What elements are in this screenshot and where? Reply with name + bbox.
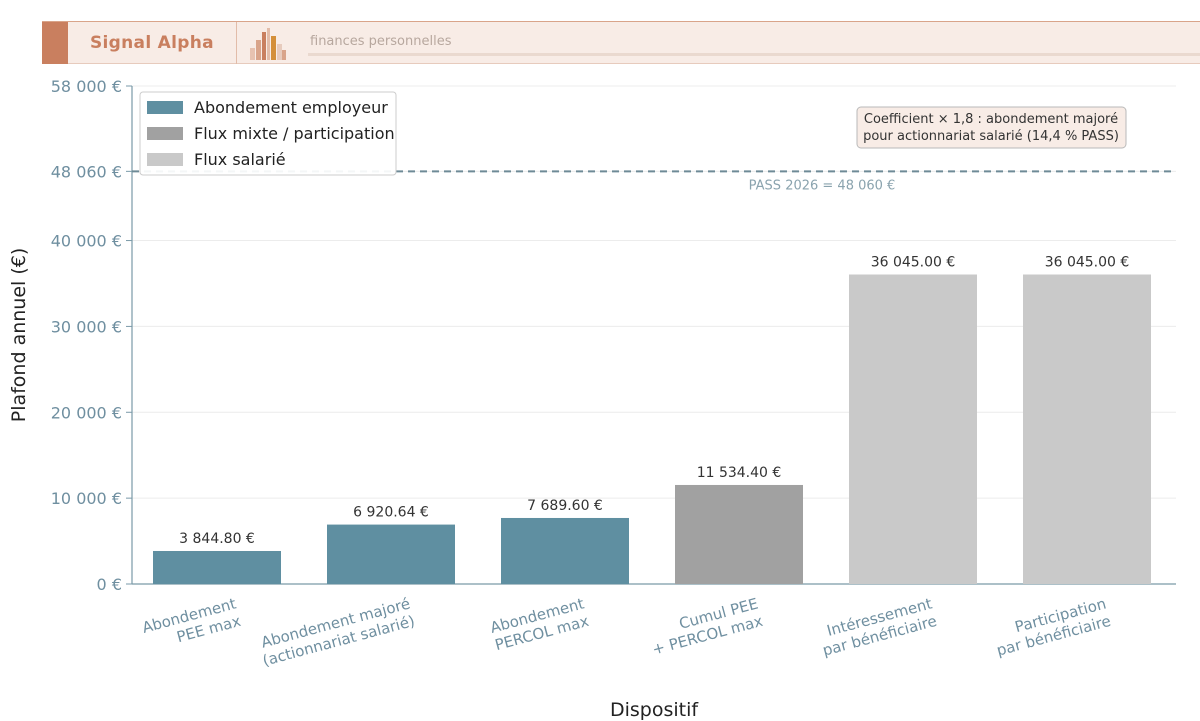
- bar: [153, 550, 281, 584]
- x-tick-label: Intéressementpar bénéficiaire: [816, 594, 939, 659]
- x-tick-label: Cumul PEE+ PERCOL max: [646, 594, 765, 658]
- header-separator: [236, 22, 237, 64]
- y-tick-label: 10 000 €: [51, 489, 122, 508]
- tagline-underline: [308, 53, 1200, 56]
- legend-swatch: [147, 101, 183, 114]
- pass-reference-label: PASS 2026 = 48 060 €: [749, 178, 896, 193]
- y-tick-label: 58 000 €: [51, 77, 122, 96]
- header-accent-block: [42, 22, 68, 64]
- y-tick-label: 0 €: [97, 575, 122, 594]
- annotation-text: pour actionnariat salarié (14,4 % PASS): [863, 129, 1119, 144]
- header-tagline: finances personnelles: [310, 34, 452, 49]
- city-logo-icon: [250, 28, 286, 60]
- y-axis-title: Plafond annuel (€): [8, 248, 30, 423]
- y-tick-label: 30 000 €: [51, 317, 122, 336]
- bar: [501, 517, 629, 584]
- x-tick-label: Abondement majoré(actionnariat salarié): [256, 594, 417, 669]
- brand-name: Signal Alpha: [90, 33, 214, 53]
- bar: [675, 484, 803, 584]
- legend-swatch: [147, 127, 183, 140]
- x-axis-title: Dispositif: [610, 699, 699, 721]
- bar: [849, 274, 977, 584]
- x-tick-label: Participationpar bénéficiaire: [990, 594, 1113, 659]
- legend-label: Flux salarié: [194, 150, 286, 169]
- y-tick-label: 48 060 €: [51, 162, 122, 181]
- x-tick-label: AbondementPEE max: [140, 594, 243, 654]
- legend-swatch: [147, 153, 183, 166]
- bar: [327, 524, 455, 584]
- legend-label: Abondement employeur: [194, 98, 388, 117]
- bar-value-label: 6 920.64 €: [353, 505, 429, 521]
- bar-value-label: 36 045.00 €: [871, 255, 956, 271]
- x-tick-label: AbondementPERCOL max: [488, 594, 591, 654]
- annotation-box: [856, 106, 1127, 149]
- legend-label: Flux mixte / participation: [194, 124, 395, 143]
- bar-value-label: 11 534.40 €: [697, 465, 782, 481]
- y-tick-label: 40 000 €: [51, 232, 122, 251]
- legend-box: [139, 91, 397, 176]
- y-tick-label: 20 000 €: [51, 403, 122, 422]
- bar: [1023, 274, 1151, 584]
- annotation-text: Coefficient × 1,8 : abondement majoré: [864, 112, 1118, 127]
- bar-value-label: 36 045.00 €: [1045, 255, 1130, 271]
- header-bar: Signal Alpha finances personnelles: [42, 21, 1200, 64]
- bar-value-label: 7 689.60 €: [527, 498, 603, 514]
- bar-value-label: 3 844.80 €: [179, 531, 255, 547]
